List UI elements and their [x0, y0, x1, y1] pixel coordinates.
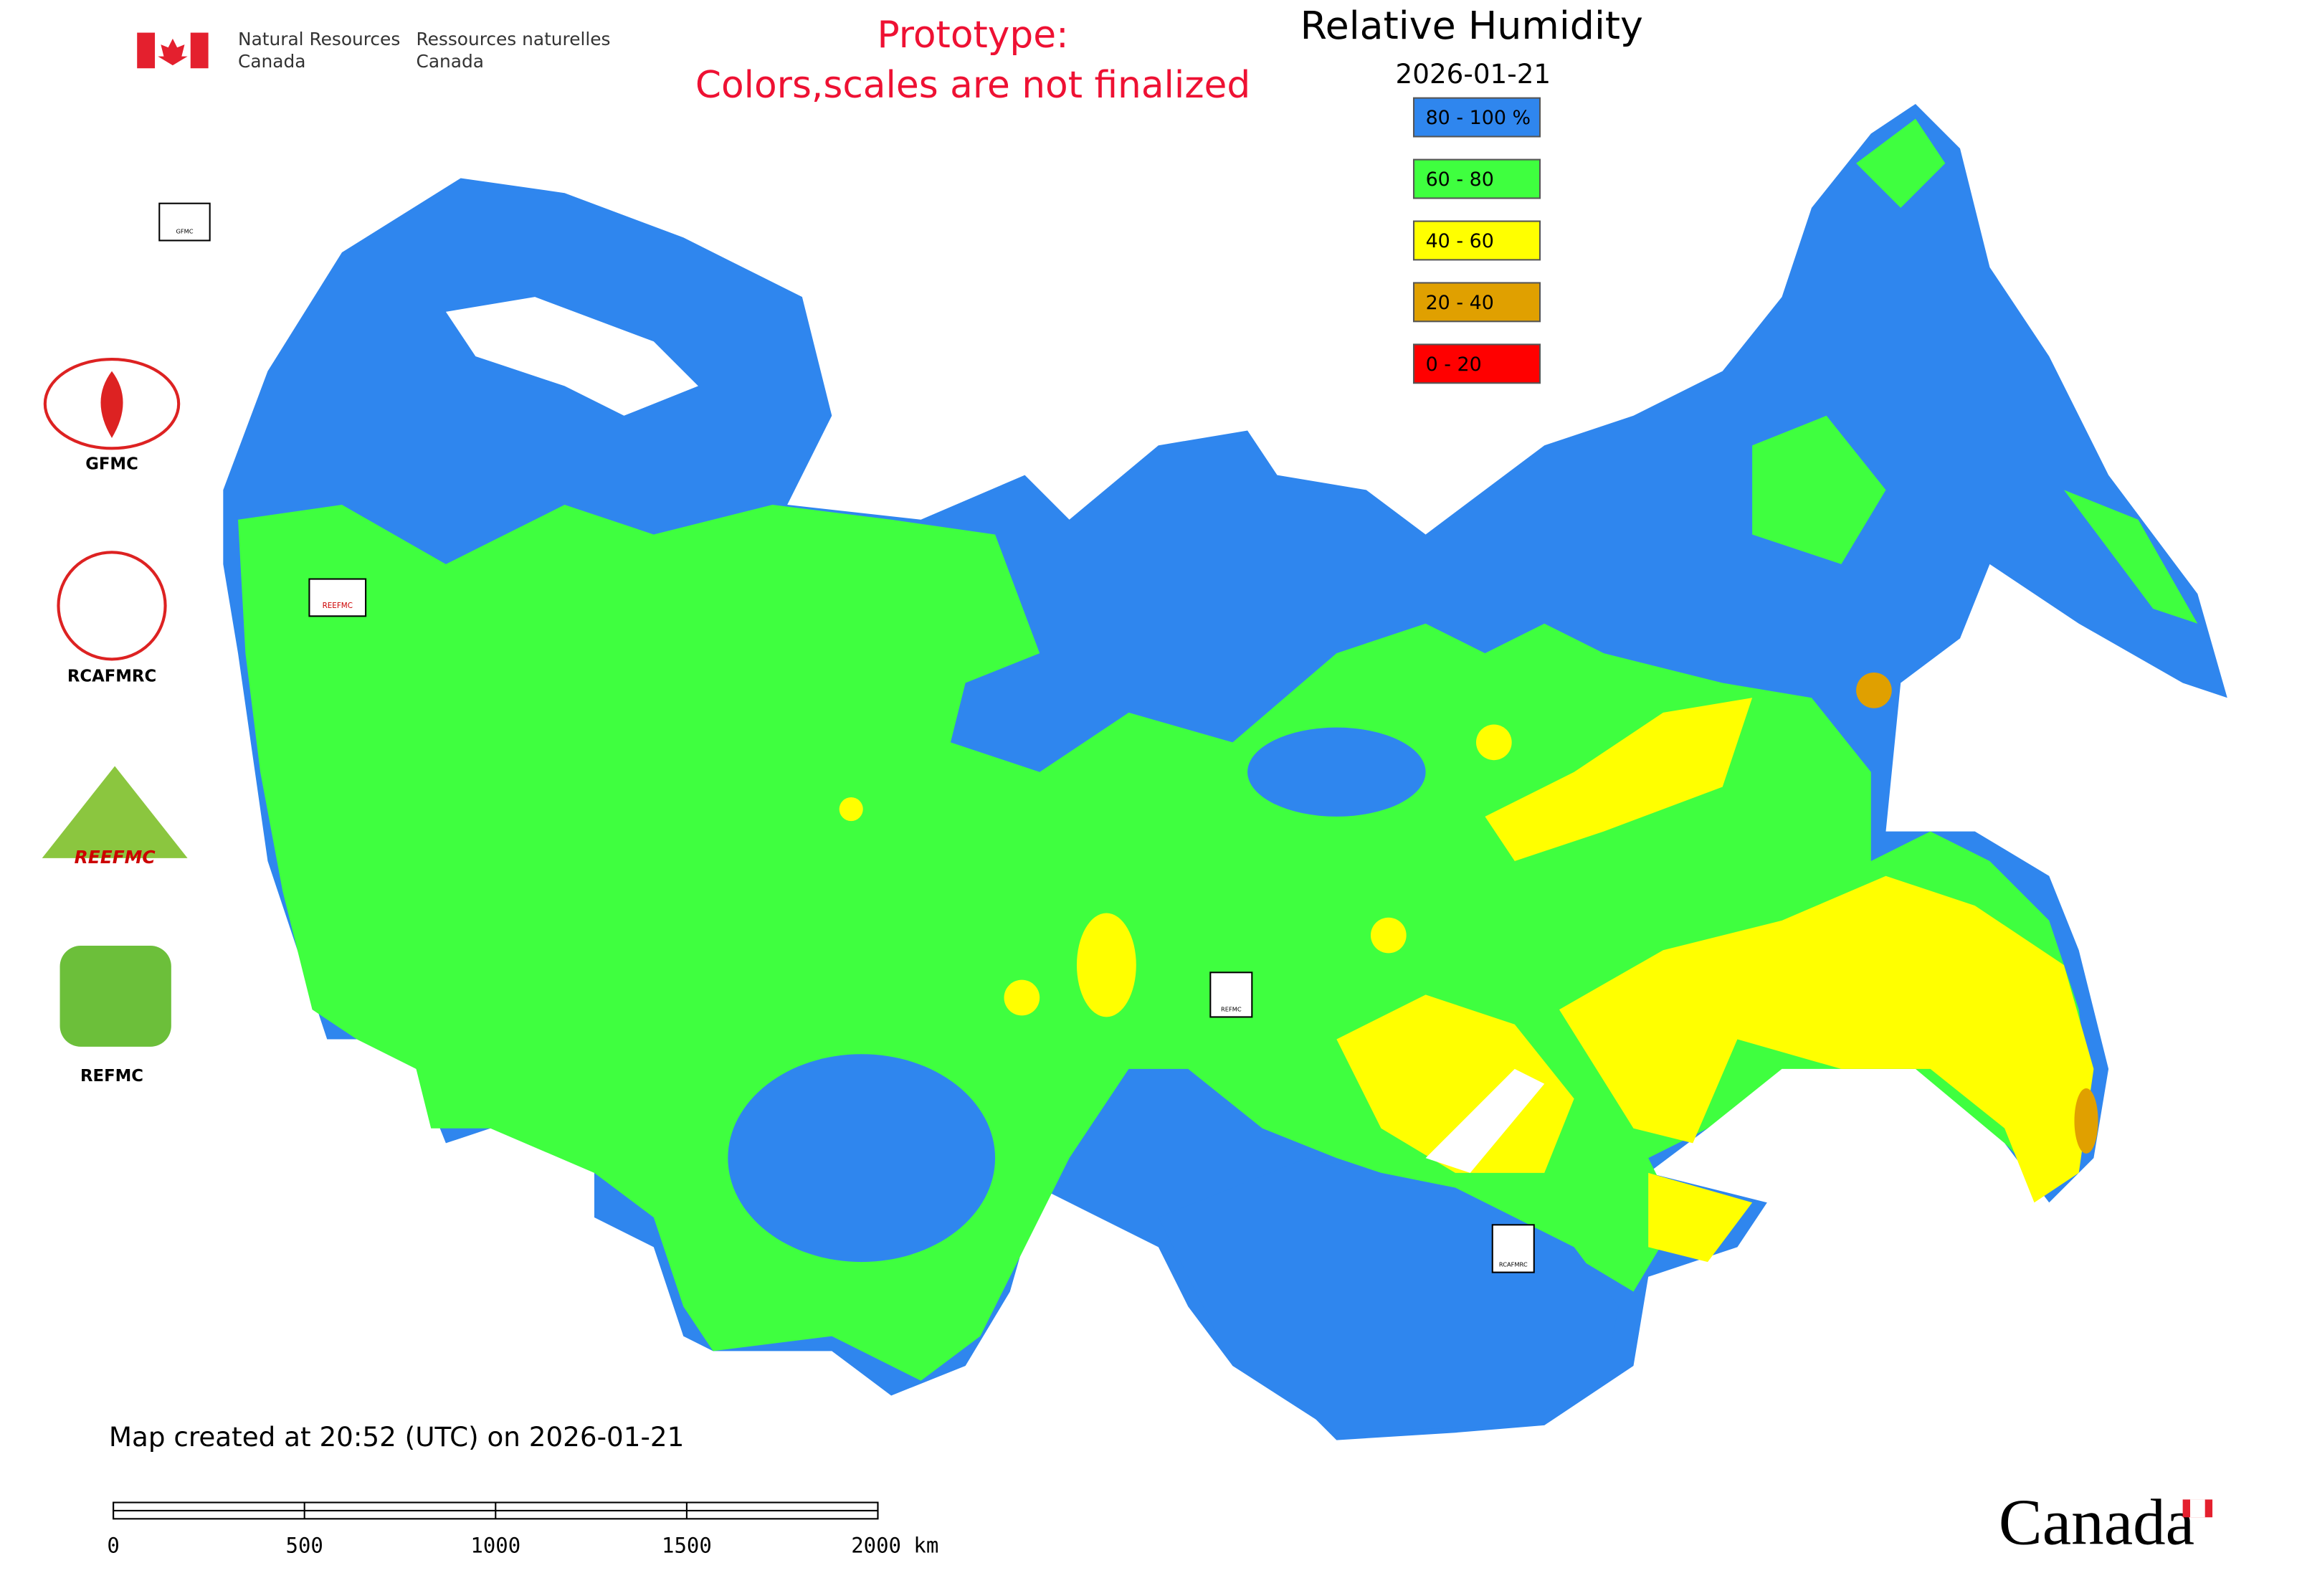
logo-marker-label: REFMC — [1221, 1006, 1242, 1013]
reefmc-logo — [42, 766, 188, 858]
canada-wordmark: Canada — [1999, 1486, 2194, 1559]
legend-label: 20 - 40 — [1426, 292, 1494, 314]
region-yellow — [839, 797, 863, 822]
logo-label: REFMC — [80, 1067, 143, 1086]
logo-label: REEFMC — [75, 847, 156, 868]
notice: Colors,scales are not finalized — [695, 64, 1250, 107]
logo-marker-label: REEFMC — [323, 602, 353, 610]
logo-marker-label: RCAFMRC — [1499, 1261, 1528, 1268]
logo-marker — [1491, 1224, 1535, 1273]
logo-marker — [308, 578, 367, 617]
scale-label: 500 — [286, 1534, 323, 1558]
logo-label: RCAFMRC — [67, 668, 156, 686]
legend-label: 0 - 20 — [1426, 353, 1482, 376]
gfmc-flame — [100, 371, 123, 438]
region-yellow — [1076, 913, 1136, 1017]
agency-fr: Ressources naturelles — [417, 29, 611, 49]
region-yellow — [1336, 698, 2094, 1263]
legend-swatch — [1412, 97, 1541, 138]
legend-swatch — [1412, 282, 1541, 323]
map-logo-markers: GFMC REEFMC REFMC RCAFMRC — [158, 202, 1535, 1273]
region-orange — [1856, 673, 1892, 708]
legend: 80 - 100 % 60 - 80 40 - 60 20 - 40 0 - 20 — [1412, 97, 1541, 384]
logo-marker — [158, 202, 211, 242]
logo-marker-label: GFMC — [176, 228, 193, 235]
scale-bar: 0 500 1000 1500 2000 km — [107, 1501, 938, 1558]
map-title: Relative Humidity — [1300, 3, 1643, 48]
side-logos: GFMC RCAFMRC REEFMC REFMC — [42, 358, 188, 1086]
lake-baikal — [1425, 1068, 1545, 1173]
scale-label: 2000 km — [851, 1534, 938, 1558]
region-blue — [1247, 727, 1426, 817]
legend-label: 60 - 80 — [1426, 168, 1494, 191]
region-green — [1752, 118, 2198, 624]
scale-label: 0 — [107, 1534, 119, 1558]
map-date: 2026-01-21 — [1396, 58, 1551, 90]
legend-label: 40 - 60 — [1426, 230, 1494, 252]
legend-swatch — [1412, 220, 1541, 261]
scale-label: 1000 — [470, 1534, 520, 1558]
legend-label: 80 - 100 % — [1426, 107, 1531, 129]
white-sea — [445, 297, 698, 416]
region-orange — [2074, 1088, 2098, 1154]
region-yellow — [1370, 917, 1407, 954]
wordmark-flag — [2189, 1499, 2205, 1518]
legend-swatch — [1412, 343, 1541, 384]
agency-en: Canada — [238, 51, 305, 72]
region-blue — [728, 1054, 996, 1263]
agency-fr: Canada — [417, 51, 484, 72]
notice: Prototype: — [877, 14, 1068, 57]
region-green — [238, 505, 2094, 1381]
map — [223, 103, 2227, 1440]
agency-en: Natural Resources — [238, 29, 400, 49]
region-yellow — [1475, 724, 1512, 761]
gfmc-logo — [43, 358, 181, 450]
logo-marker — [1209, 972, 1253, 1018]
refmc-logo — [60, 946, 171, 1047]
logo-label: GFMC — [85, 455, 138, 474]
legend-swatch — [1412, 158, 1541, 199]
region-yellow — [1004, 979, 1040, 1016]
scale-label: 1500 — [662, 1534, 712, 1558]
rcafmrc-logo — [57, 551, 167, 661]
created-note: Map created at 20:52 (UTC) on 2026-01-21 — [109, 1421, 684, 1453]
canada-flag — [137, 32, 209, 69]
